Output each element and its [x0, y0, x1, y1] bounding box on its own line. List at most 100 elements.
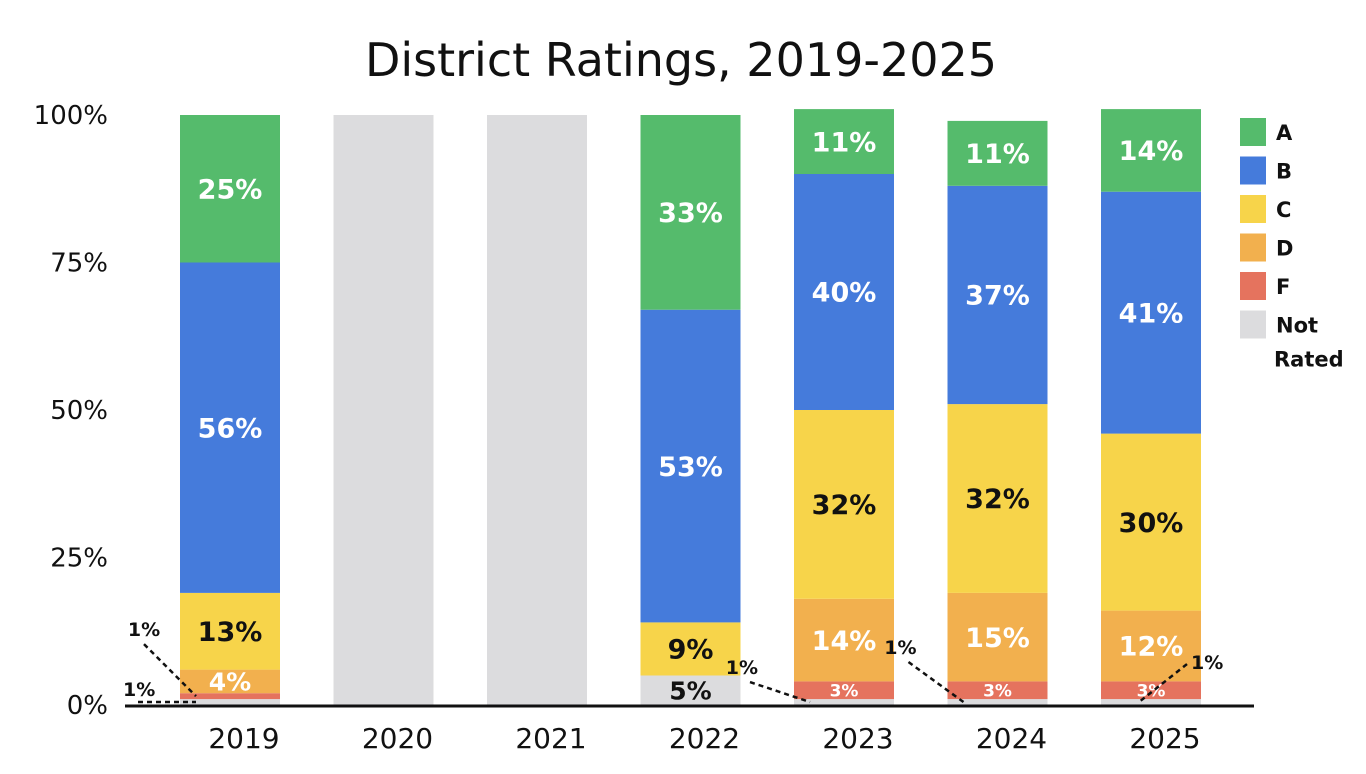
data-label: 5%	[669, 676, 711, 705]
bar-stack-2019: 4% 13% 56% 25%	[180, 115, 280, 705]
bar-segment	[640, 309, 741, 623]
legend-item: Not Rated	[1240, 310, 1344, 372]
bar-segment	[794, 410, 894, 599]
bar-segment	[1101, 433, 1201, 611]
legend-item: D	[1240, 233, 1293, 262]
data-label: 13%	[198, 617, 263, 648]
data-label: 37%	[965, 281, 1030, 312]
x-tick-label: 2019	[208, 722, 279, 755]
bar-stack-2023: 3% 14% 32% 40% 11%	[794, 109, 894, 705]
bar-segment	[794, 699, 894, 705]
bar-segment	[794, 174, 894, 410]
bar-segment	[180, 699, 280, 705]
legend-label: B	[1276, 160, 1292, 184]
bar-segment	[180, 669, 280, 694]
legend-item: C	[1240, 195, 1291, 223]
callout-label: 1%	[726, 657, 758, 679]
data-label: 12%	[1119, 632, 1184, 663]
data-label: 25%	[198, 174, 263, 205]
legend-swatch	[1240, 195, 1266, 223]
callout-leader	[143, 643, 197, 698]
data-label: 14%	[1119, 136, 1184, 167]
legend-label: F	[1276, 275, 1290, 299]
y-axis: 0% 25% 50% 75% 100%	[34, 101, 108, 721]
data-label: 56%	[198, 413, 263, 444]
bar-segment	[794, 598, 894, 682]
bar-segment	[180, 262, 280, 593]
y-tick-label: 25%	[50, 544, 108, 574]
callout-label: 1%	[1191, 652, 1223, 674]
bar-segment	[947, 120, 1048, 186]
x-tick-label: 2023	[822, 722, 893, 755]
bar-segment	[180, 693, 280, 700]
data-label: 11%	[812, 127, 877, 158]
bar-segment	[640, 115, 741, 310]
x-tick-label: 2021	[515, 722, 586, 755]
bar-segment	[794, 681, 894, 700]
x-tick-label: 2020	[362, 722, 433, 755]
legend-swatch	[1240, 233, 1266, 262]
y-tick-label: 75%	[50, 249, 108, 279]
callout-label: 1%	[884, 637, 916, 659]
bar-segment	[947, 404, 1048, 593]
bar-segment	[947, 699, 1048, 705]
data-label: 32%	[965, 484, 1030, 515]
bar-segment	[1101, 681, 1201, 700]
bar-segment	[640, 675, 741, 705]
bars: 4% 13% 56% 25% 5% 9% 53% 33% 3% 14% 32% 40% 11% 3% 15%…	[180, 109, 1201, 705]
bar-segment	[640, 622, 741, 676]
x-tick-label: 2024	[976, 722, 1047, 755]
callout-leader	[749, 680, 811, 704]
callout-label: 1%	[128, 619, 160, 641]
data-label: 32%	[812, 490, 877, 521]
legend-item: A	[1240, 118, 1293, 146]
chart-title: District Ratings, 2019-2025	[365, 33, 997, 87]
bar-segment	[947, 681, 1048, 700]
data-label: 3%	[983, 681, 1012, 701]
callout-leader	[1138, 663, 1188, 704]
bar-segment	[794, 109, 894, 174]
bar-stack-2022: 5% 9% 53% 33%	[640, 115, 741, 705]
legend-swatch	[1240, 118, 1266, 146]
bar-segment	[947, 592, 1048, 682]
bar-stack-2025: 3%12%30%41%14%	[1101, 109, 1201, 705]
x-tick-label: 2022	[669, 722, 740, 755]
x-tick-label: 2025	[1129, 722, 1200, 755]
bar-stack-2024: 3% 15% 32% 37% 11%	[947, 120, 1048, 705]
bar-stack-2021	[487, 115, 587, 705]
y-tick-label: 100%	[34, 101, 108, 131]
bar-segment	[333, 115, 434, 705]
x-axis: 2019 2020 2021 2022 2023 2024 2025	[125, 704, 1254, 755]
legend-swatch	[1240, 272, 1266, 300]
data-label: 41%	[1119, 298, 1184, 329]
legend-label: Not	[1276, 314, 1318, 338]
bar-segment	[487, 115, 587, 705]
data-label: 11%	[965, 139, 1030, 170]
legend-label: C	[1276, 198, 1291, 222]
data-label: 33%	[658, 198, 723, 229]
callout-label: 1%	[123, 679, 155, 701]
bar-segment	[947, 185, 1048, 405]
callouts: 1% 1% 1% 1% 1%	[123, 619, 1223, 704]
legend-label-line2: Rated	[1274, 348, 1344, 372]
legend-label: A	[1276, 121, 1293, 145]
legend-item: F	[1240, 272, 1290, 300]
legend-swatch	[1240, 156, 1266, 185]
data-label: 4%	[209, 667, 251, 696]
legend-swatch	[1240, 310, 1266, 339]
bar-segment	[1101, 191, 1201, 434]
legend-label: D	[1276, 237, 1293, 261]
callout-leader	[907, 661, 965, 704]
bar-segment	[1101, 610, 1201, 682]
data-label: 53%	[658, 452, 723, 483]
data-label: 3%	[830, 681, 859, 701]
data-label: 9%	[668, 635, 714, 666]
y-tick-label: 50%	[50, 396, 108, 426]
bar-segment	[180, 592, 280, 670]
bar-stack-2020	[333, 115, 434, 705]
data-label: 40%	[812, 278, 877, 309]
data-label: 15%	[965, 623, 1030, 654]
data-label: 14%	[812, 626, 877, 657]
